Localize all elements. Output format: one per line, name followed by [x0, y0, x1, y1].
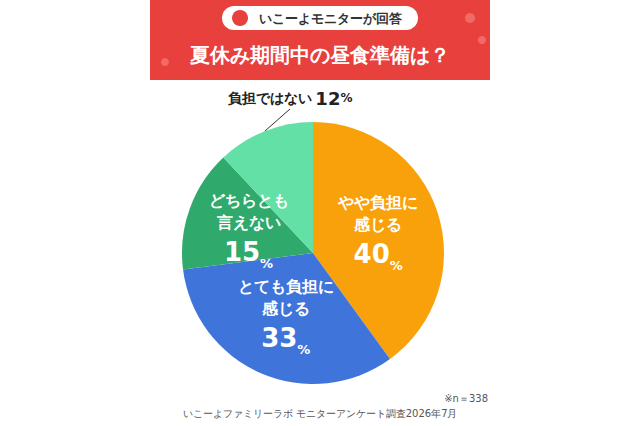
svg-text:感じる: 感じる: [261, 299, 310, 318]
svg-text:%: %: [297, 342, 310, 357]
svg-text:負担ではない: 負担ではない: [228, 90, 312, 106]
svg-text:とても負担に: とても負担に: [238, 277, 334, 296]
svg-text:言えない: 言えない: [216, 213, 281, 232]
svg-text:33: 33: [261, 323, 297, 353]
svg-text:いこーよファミリーラボ モニターアンケート調査2026年7月: いこーよファミリーラボ モニターアンケート調査2026年7月: [183, 408, 458, 419]
svg-text:40: 40: [354, 239, 390, 269]
svg-text:%: %: [340, 91, 352, 105]
svg-text:やや負担に: やや負担に: [337, 193, 418, 212]
svg-text:%: %: [260, 256, 273, 271]
svg-text:15: 15: [224, 237, 260, 267]
svg-text:12: 12: [315, 88, 340, 109]
svg-text:感じる: 感じる: [353, 215, 402, 234]
svg-text:どちらとも: どちらとも: [209, 191, 289, 210]
svg-text:いこーよモニターが回答: いこーよモニターが回答: [259, 11, 402, 26]
svg-text:夏休み期間中の昼食準備は？: 夏休み期間中の昼食準備は？: [189, 43, 450, 67]
svg-text:%: %: [390, 258, 403, 273]
svg-text:※n＝338: ※n＝338: [444, 393, 488, 404]
